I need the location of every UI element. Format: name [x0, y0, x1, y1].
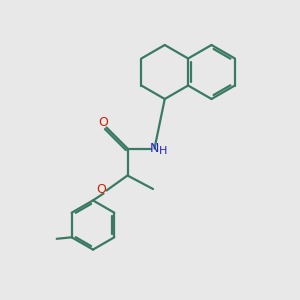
Text: O: O: [96, 183, 106, 196]
Text: O: O: [99, 116, 108, 129]
Text: H: H: [159, 146, 167, 156]
Text: N: N: [150, 142, 159, 155]
